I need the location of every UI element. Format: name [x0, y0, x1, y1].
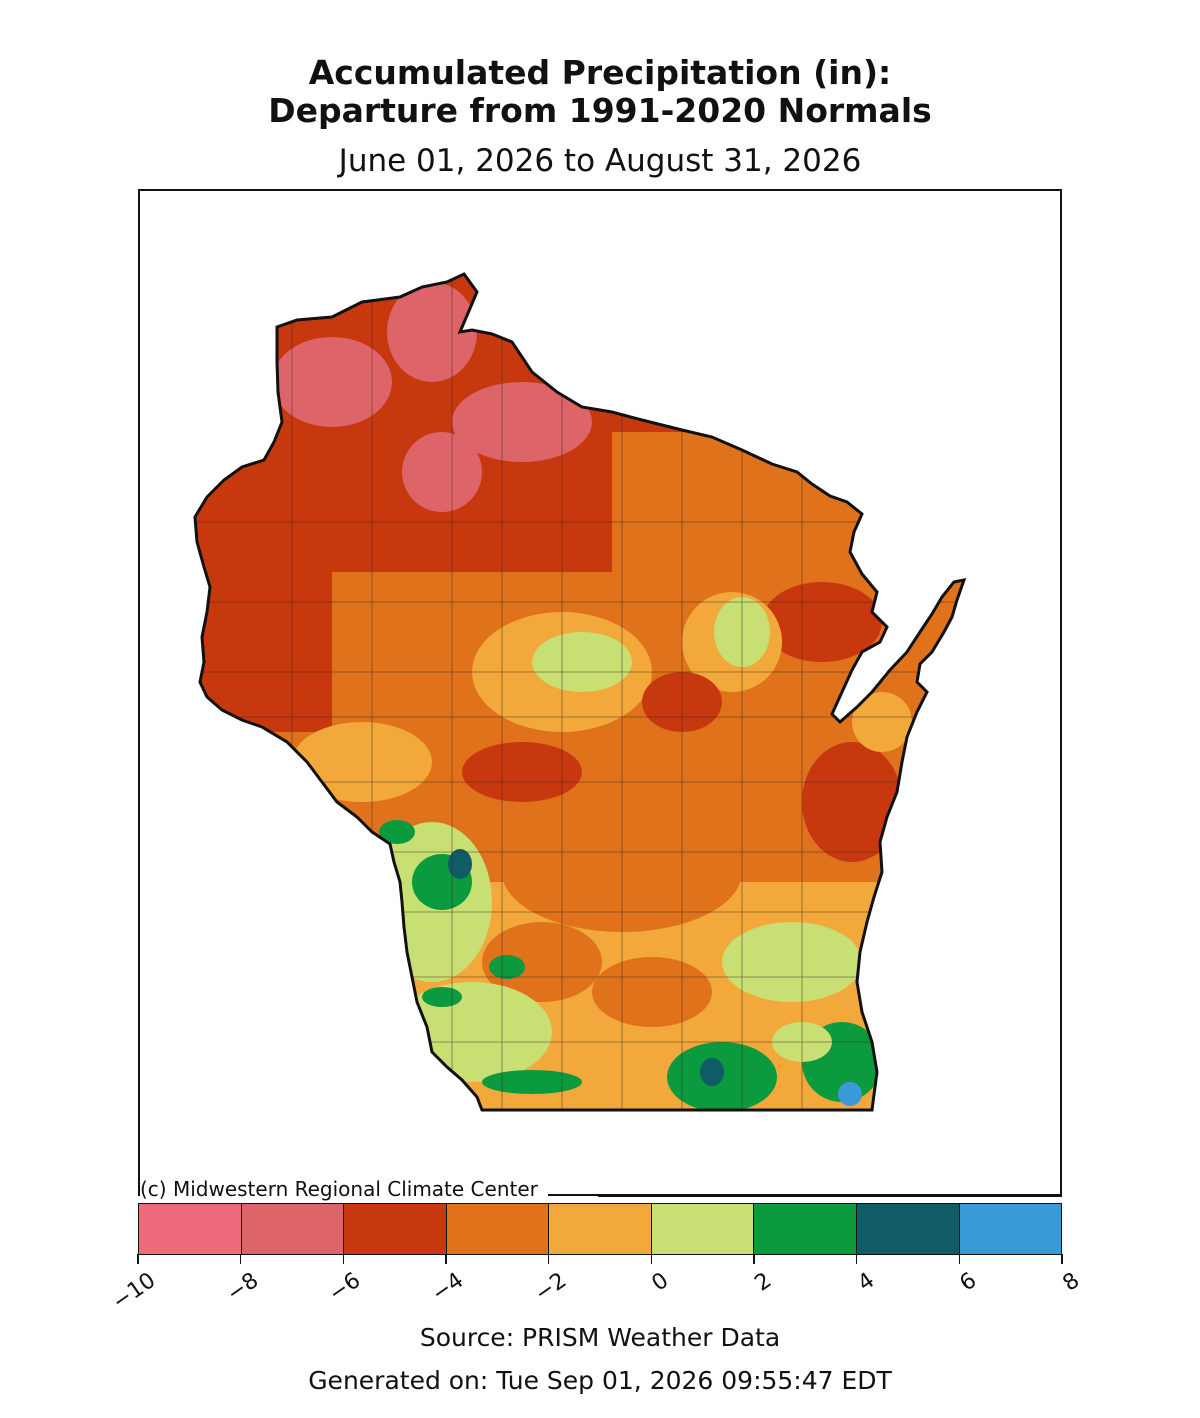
- colorbar-segment: [446, 1204, 550, 1254]
- colorbar-tick-label: −10: [107, 1268, 161, 1316]
- colorbar-tick: [239, 1254, 242, 1264]
- map-title-line2: Departure from 1991-2020 Normals: [268, 91, 932, 130]
- colorbar-tick: [547, 1254, 550, 1264]
- colorbar-tick: [137, 1254, 139, 1264]
- colorbar-segment: [549, 1204, 652, 1254]
- colorbar-tick: [342, 1254, 345, 1264]
- map-date-range: June 01, 2026 to August 31, 2026: [338, 143, 862, 179]
- colorbar-segment: [139, 1204, 242, 1254]
- colorbar-tick-label: 2: [750, 1268, 777, 1297]
- colorbar-segment: [959, 1204, 1062, 1254]
- colorbar-tick: [1061, 1254, 1063, 1264]
- colorbar-tick-label: 6: [955, 1268, 982, 1297]
- colorbar-tick-label: 0: [647, 1268, 674, 1297]
- colorbar-segment: [856, 1204, 960, 1254]
- colorbar-tick: [753, 1254, 755, 1264]
- colorbar-tick-label: −6: [324, 1268, 366, 1308]
- credit-rule: [598, 1195, 1062, 1197]
- colorbar-tick-label: −4: [427, 1268, 469, 1308]
- colorbar-tick: [650, 1254, 653, 1264]
- map-title-line1: Accumulated Precipitation (in):: [308, 53, 892, 92]
- colorbar: [138, 1203, 1062, 1255]
- map-credit: (c) Midwestern Regional Climate Center: [140, 1177, 548, 1201]
- colorbar-tick-label: −8: [222, 1268, 263, 1308]
- colorbar-tick-label: −2: [530, 1268, 571, 1308]
- colorbar-tick: [445, 1254, 447, 1264]
- map-frame: [138, 189, 1062, 1196]
- wisconsin-map: [193, 272, 966, 1112]
- colorbar-tick-label: 4: [853, 1268, 879, 1297]
- colorbar-tick: [958, 1254, 961, 1264]
- colorbar-segment: [241, 1204, 345, 1254]
- colorbar-tick-label: 8: [1058, 1268, 1085, 1297]
- colorbar-segment: [651, 1204, 755, 1254]
- colorbar-segment: [754, 1204, 857, 1254]
- data-source: Source: PRISM Weather Data: [419, 1323, 781, 1352]
- colorbar-tick: [855, 1254, 858, 1264]
- colorbar-segment: [344, 1204, 447, 1254]
- generated-timestamp: Generated on: Tue Sep 01, 2026 09:55:47 …: [308, 1366, 892, 1395]
